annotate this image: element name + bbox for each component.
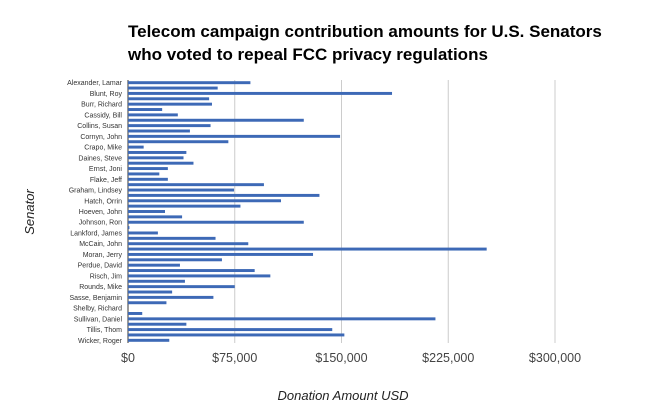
x-axis-label: Donation Amount USD <box>277 388 409 403</box>
bar <box>128 252 314 256</box>
y-tick-label: Crapo, Mike <box>84 145 122 152</box>
bar <box>128 236 216 240</box>
bar <box>128 108 163 111</box>
bar <box>128 113 178 117</box>
bar <box>128 317 436 321</box>
y-tick-label: McCain, John <box>79 241 122 248</box>
bar <box>128 124 211 128</box>
y-tick-label: Tillis, Thom <box>87 327 123 334</box>
y-tick-label: Ernst, Joni <box>89 166 123 173</box>
bar <box>128 134 341 138</box>
bar <box>128 231 158 235</box>
x-tick-label: $150,000 <box>315 351 367 365</box>
y-tick-label: Cassidy, Bill <box>84 112 122 119</box>
bar <box>128 140 229 144</box>
bar <box>128 199 282 203</box>
chart-title: Telecom campaign contribution amounts fo… <box>128 22 602 64</box>
bar <box>128 322 187 326</box>
x-tick-label: $75,000 <box>212 351 257 365</box>
bar <box>128 285 235 289</box>
bar <box>128 91 393 95</box>
y-tick-label: Graham, Lindsey <box>69 188 123 195</box>
bar <box>128 274 271 278</box>
y-tick-label: Johnson, Ron <box>79 220 122 227</box>
y-tick-label: Moran, Jerry <box>83 252 123 259</box>
bar <box>128 129 190 133</box>
bar <box>128 263 180 267</box>
bar <box>128 204 241 208</box>
y-tick-label: Hoeven, John <box>79 209 122 216</box>
y-tick-label: Wicker, Roger <box>78 338 123 345</box>
y-tick-label: Risch, Jim <box>90 273 122 280</box>
bar <box>128 290 173 294</box>
y-tick-label: Alexander, Lamar <box>67 80 123 87</box>
bar <box>128 279 185 283</box>
bar <box>128 150 187 154</box>
bar <box>128 118 304 122</box>
bar <box>128 177 168 181</box>
bar <box>128 328 333 332</box>
x-tick-label: $225,000 <box>422 351 474 365</box>
y-tick-label: Lankford, James <box>70 230 122 237</box>
bar <box>128 97 210 101</box>
bar <box>128 183 264 187</box>
bar <box>128 215 183 219</box>
y-tick-label: Burr, Richard <box>81 102 122 109</box>
bar <box>128 193 320 197</box>
bar <box>128 161 194 165</box>
bar <box>128 295 214 299</box>
bar <box>128 247 487 251</box>
y-tick-label: Shelby, Richard <box>73 306 122 313</box>
y-tick-label: Daines, Steve <box>78 155 122 162</box>
bar <box>128 333 345 337</box>
bar <box>128 172 160 176</box>
bar <box>128 226 130 230</box>
x-tick-label: $300,000 <box>529 351 581 365</box>
bar <box>128 167 168 171</box>
y-tick-label: Blunt, Roy <box>90 91 123 98</box>
y-tick-label: Rounds, Mike <box>79 284 122 291</box>
y-tick-label: Sasse, Benjamin <box>69 295 122 302</box>
bar <box>128 102 212 106</box>
y-tick-label: Flake, Jeff <box>90 177 122 184</box>
bar <box>128 145 144 149</box>
bar <box>128 338 170 342</box>
x-tick-label: $0 <box>121 351 135 365</box>
y-tick-label: Sullivan, Daniel <box>74 316 123 323</box>
bar <box>128 81 251 85</box>
bar <box>128 269 255 273</box>
bar <box>128 312 143 315</box>
bar <box>128 210 166 213</box>
y-tick-label: Collins, Susan <box>77 123 122 130</box>
bar <box>128 156 184 160</box>
y-tick-label: Cornyn, John <box>80 134 122 141</box>
y-tick-label: Hatch, Orrin <box>84 198 122 205</box>
bar <box>128 242 249 246</box>
bar <box>128 258 222 262</box>
bar <box>128 86 218 90</box>
bar <box>128 188 235 192</box>
bar <box>128 301 167 305</box>
y-tick-label: Perdue, David <box>78 263 122 270</box>
bar <box>128 220 304 224</box>
